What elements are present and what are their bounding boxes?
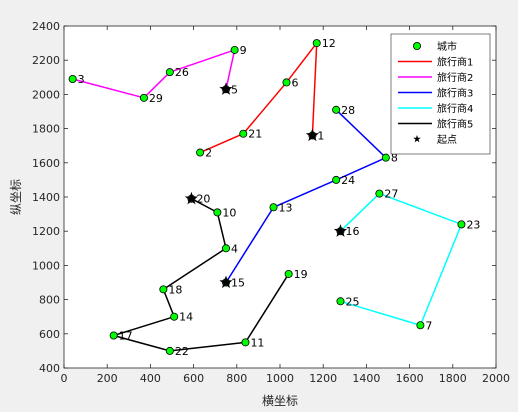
legend-box xyxy=(390,33,491,155)
start-marker-15 xyxy=(219,275,233,289)
city-marker-26 xyxy=(165,68,174,77)
city-label-21: 21 xyxy=(248,128,262,141)
y-tick-label: 1400 xyxy=(32,191,60,204)
city-label-29: 29 xyxy=(149,92,163,105)
y-tick-label: 1600 xyxy=(32,157,60,170)
x-tick-label: 0 xyxy=(61,372,68,385)
city-marker-13 xyxy=(269,203,278,212)
city-label-17: 17 xyxy=(119,330,133,343)
city-marker-4 xyxy=(221,244,230,253)
x-tick-label: 800 xyxy=(226,372,247,385)
x-tick-label: 1200 xyxy=(309,372,337,385)
y-tick-label: 400 xyxy=(39,362,60,375)
y-tick-label: 1000 xyxy=(32,259,60,272)
city-marker-7 xyxy=(416,321,425,330)
start-marker-5 xyxy=(219,82,233,95)
y-tick-label: 2200 xyxy=(32,54,60,67)
y-tick-label: 1800 xyxy=(32,123,60,136)
y-tick-label: 800 xyxy=(39,294,60,307)
city-label-18: 18 xyxy=(168,283,182,296)
start-markers xyxy=(184,82,348,289)
start-marker-20 xyxy=(184,191,199,205)
city-marker-6 xyxy=(282,78,291,87)
x-tick-label: 1600 xyxy=(396,372,424,385)
city-label-13: 13 xyxy=(279,201,293,214)
city-label-7: 7 xyxy=(425,319,432,332)
city-marker-3 xyxy=(68,75,77,84)
x-tick-label: 1000 xyxy=(266,372,294,385)
city-label-26: 26 xyxy=(175,66,189,79)
city-label-16: 16 xyxy=(345,225,359,238)
city-marker-12 xyxy=(312,39,321,48)
city-label-20: 20 xyxy=(196,193,210,206)
city-marker-19 xyxy=(284,269,293,278)
city-marker-27 xyxy=(375,189,384,198)
legend-label-5: 旅行商5 xyxy=(437,118,473,131)
city-marker-28 xyxy=(332,105,341,114)
city-label-28: 28 xyxy=(341,104,355,117)
x-tick-label: 600 xyxy=(183,372,204,385)
city-marker-22 xyxy=(165,346,174,355)
city-label-23: 23 xyxy=(466,218,480,231)
start-marker-1 xyxy=(305,128,320,142)
legend-label-2: 旅行商2 xyxy=(437,71,473,84)
city-label-12: 12 xyxy=(322,37,336,50)
city-marker-11 xyxy=(241,338,250,347)
city-label-2: 2 xyxy=(205,147,212,160)
city-label-9: 9 xyxy=(240,44,247,57)
city-label-15: 15 xyxy=(231,277,245,290)
city-label-6: 6 xyxy=(291,76,298,89)
y-tick-label: 2400 xyxy=(32,20,60,33)
city-label-22: 22 xyxy=(175,345,189,358)
city-label-8: 8 xyxy=(391,152,398,165)
legend-start-label: 起点 xyxy=(437,134,457,146)
city-label-10: 10 xyxy=(222,206,236,219)
city-label-3: 3 xyxy=(78,73,85,86)
city-marker-8 xyxy=(381,153,390,162)
x-tick-label: 2000 xyxy=(482,372,510,385)
city-marker-23 xyxy=(457,220,466,229)
city-marker-29 xyxy=(139,93,148,102)
city-marker-14 xyxy=(170,312,179,321)
y-tick-label: 1200 xyxy=(32,225,60,238)
x-tick-label: 1800 xyxy=(439,372,467,385)
y-tick-label: 2000 xyxy=(32,88,60,101)
city-label-11: 11 xyxy=(250,336,264,349)
city-label-27: 27 xyxy=(384,188,398,201)
city-marker-17 xyxy=(109,331,118,340)
x-axis-title: 横坐标 xyxy=(262,394,298,408)
city-labels: 1234567891011121314151617181920212223242… xyxy=(78,37,481,358)
city-marker-2 xyxy=(196,148,205,157)
x-tick-label: 1400 xyxy=(352,372,380,385)
city-marker-10 xyxy=(213,208,222,217)
x-tick-label: 400 xyxy=(140,372,161,385)
legend-label-1: 旅行商1 xyxy=(437,56,473,69)
legend-city-label: 城市 xyxy=(437,40,457,53)
city-label-5: 5 xyxy=(231,83,238,96)
axis-ticks: 0 200 400 600 800 1000 1200 1400 1600 1800 2000400… xyxy=(32,20,510,385)
legend-city-marker xyxy=(412,42,421,51)
city-label-4: 4 xyxy=(231,242,238,255)
y-axis-title: 纵坐标 xyxy=(9,179,23,215)
city-markers xyxy=(68,39,466,355)
city-marker-25 xyxy=(336,297,345,306)
city-marker-9 xyxy=(230,45,239,54)
city-label-25: 25 xyxy=(345,295,359,308)
legend-label-4: 旅行商4 xyxy=(437,102,473,115)
city-label-19: 19 xyxy=(294,268,308,281)
city-marker-24 xyxy=(332,175,341,184)
city-label-24: 24 xyxy=(341,174,355,187)
legend-start-marker xyxy=(413,135,421,143)
start-marker-16 xyxy=(333,224,348,237)
city-marker-21 xyxy=(239,129,248,138)
x-tick-label: 200 xyxy=(97,372,118,385)
y-tick-label: 600 xyxy=(39,328,60,341)
legend-label-3: 旅行商3 xyxy=(437,87,473,100)
city-label-14: 14 xyxy=(179,311,193,324)
city-label-1: 1 xyxy=(317,129,324,142)
city-marker-18 xyxy=(159,285,168,294)
